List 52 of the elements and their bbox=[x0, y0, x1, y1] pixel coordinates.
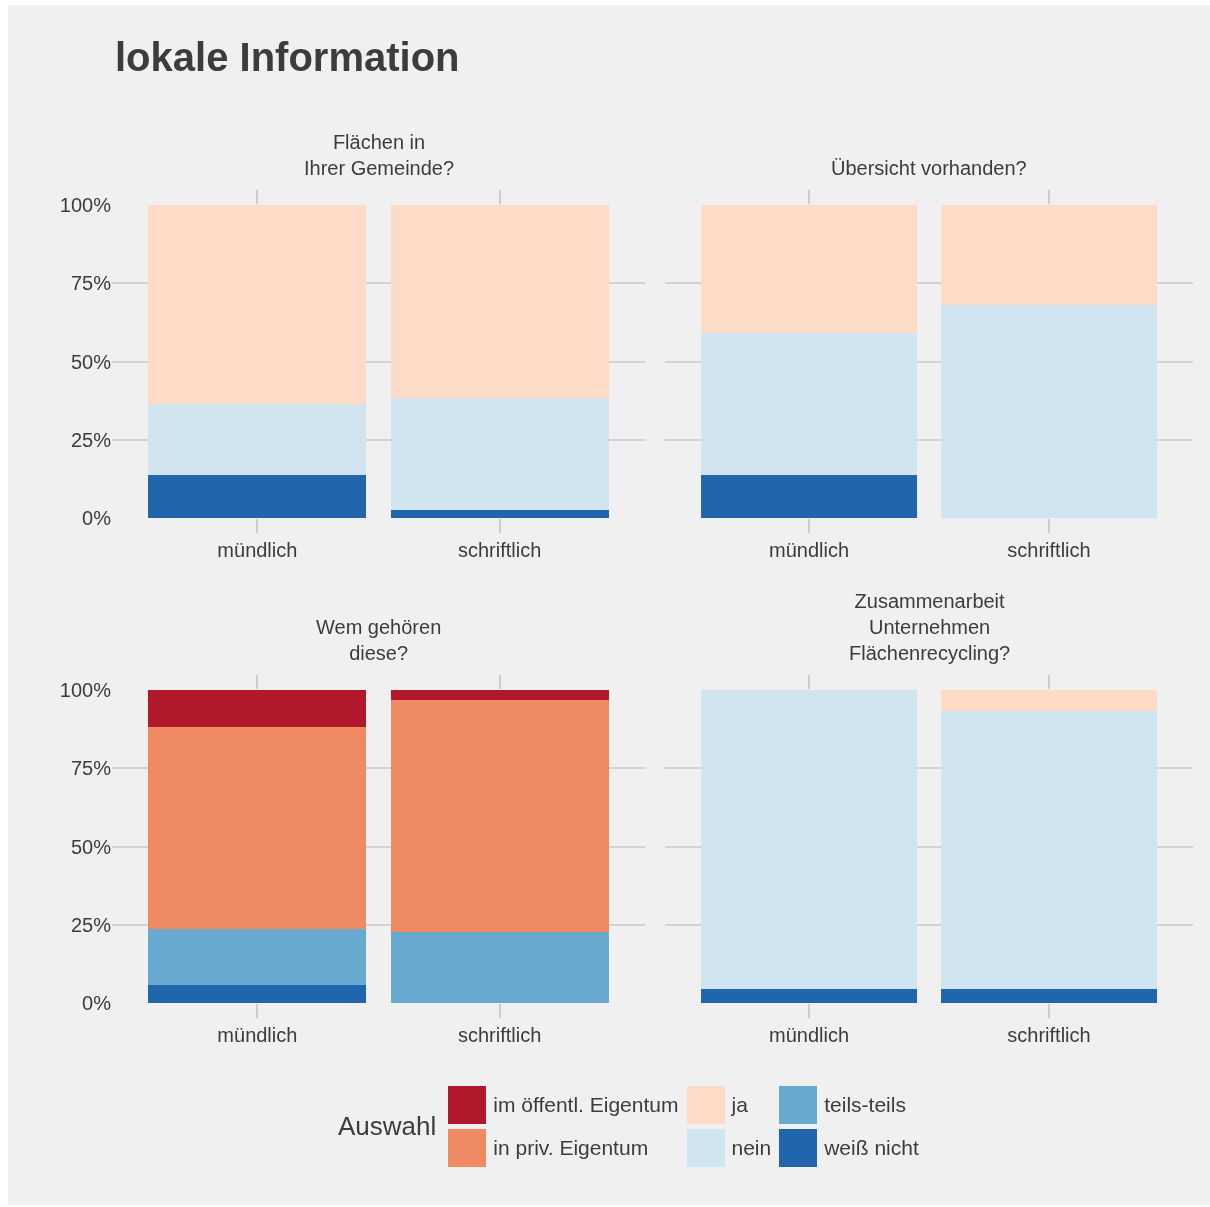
legend-label: ja bbox=[731, 1093, 748, 1117]
bar bbox=[390, 932, 609, 1003]
y-tick-label: 50% bbox=[70, 350, 112, 373]
bar bbox=[390, 397, 609, 510]
bar bbox=[941, 989, 1157, 1003]
bar bbox=[390, 700, 609, 933]
chart-subtitle: Zusammenarbeit Unternehmen Flächenrecycling? bbox=[849, 590, 1011, 664]
bar bbox=[390, 690, 609, 701]
legend-label: in priv. Eigentum bbox=[493, 1136, 649, 1160]
bar bbox=[941, 205, 1157, 306]
bar bbox=[701, 475, 917, 518]
legend-label: nein bbox=[731, 1136, 772, 1160]
bar bbox=[941, 690, 1157, 711]
chart-subtitle: Wem gehören diese? bbox=[316, 616, 442, 664]
y-tick-label: 75% bbox=[70, 272, 112, 295]
y-tick-label: 25% bbox=[70, 913, 112, 936]
bar bbox=[148, 205, 367, 405]
bar bbox=[148, 404, 367, 476]
y-tick-label: 100% bbox=[59, 679, 112, 701]
bar bbox=[701, 205, 917, 334]
bar bbox=[941, 710, 1157, 990]
bar bbox=[148, 690, 367, 727]
x-tick-label: schriftlich bbox=[1007, 539, 1091, 561]
x-tick-label: mündlich bbox=[768, 539, 850, 561]
x-tick-label: mündlich bbox=[217, 1024, 298, 1046]
bar bbox=[390, 509, 609, 518]
legend-label: teils-teils bbox=[824, 1093, 906, 1117]
legend-label: weiß nicht bbox=[824, 1136, 919, 1160]
x-tick-label: mündlich bbox=[217, 539, 298, 561]
chart-title: lokale Information bbox=[115, 35, 460, 80]
bar bbox=[701, 988, 917, 1003]
chart-subtitle: Übersicht vorhanden? bbox=[831, 157, 1027, 179]
legend-title: Auswahl bbox=[338, 1111, 437, 1142]
x-tick-label: schriftlich bbox=[457, 539, 542, 561]
y-tick-label: 0% bbox=[82, 992, 112, 1014]
bar bbox=[701, 333, 917, 476]
legend-label: im öffentl. Eigentum bbox=[493, 1093, 679, 1117]
bar bbox=[148, 984, 367, 1003]
chart-subtitle: Flächen in Ihrer Gemeinde? bbox=[304, 131, 455, 179]
y-tick-label: 50% bbox=[70, 835, 112, 858]
y-tick-label: 75% bbox=[70, 757, 112, 780]
y-tick-label: 100% bbox=[59, 194, 112, 216]
x-tick-label: schriftlich bbox=[457, 1024, 542, 1046]
y-tick-label: 0% bbox=[82, 507, 112, 529]
bar bbox=[941, 305, 1157, 518]
y-tick-label: 25% bbox=[70, 428, 112, 451]
x-tick-label: mündlich bbox=[768, 1024, 850, 1046]
x-tick-label: schriftlich bbox=[1007, 1024, 1091, 1046]
bar bbox=[148, 929, 367, 985]
bar bbox=[148, 475, 367, 518]
bar bbox=[390, 205, 609, 398]
bar bbox=[148, 726, 367, 930]
